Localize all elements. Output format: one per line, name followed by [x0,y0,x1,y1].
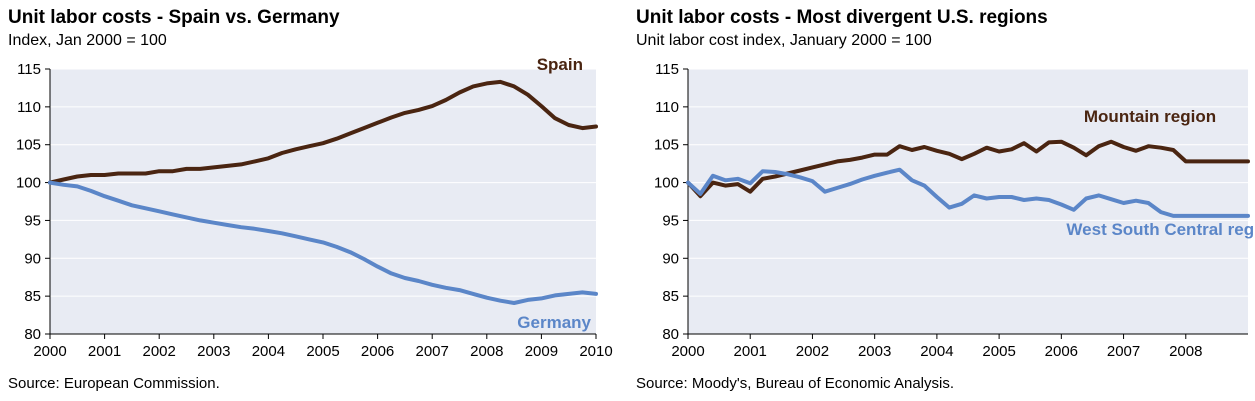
y-tick-label: 100 [16,175,41,192]
x-tick-label: 2007 [416,343,449,360]
series-label: Mountain region [1084,107,1216,126]
x-tick-label: 2008 [1169,343,1202,360]
y-tick-label: 105 [16,137,41,154]
y-tick-label: 100 [654,175,679,192]
y-tick-label: 115 [655,61,679,78]
x-tick-label: 2008 [470,343,503,360]
x-tick-label: 2003 [197,343,230,360]
series-label: Spain [537,55,583,74]
y-tick-label: 90 [24,250,41,267]
y-tick-label: 80 [24,326,41,343]
chart-subtitle: Index, Jan 2000 = 100 [8,32,167,49]
x-tick-label: 2000 [671,343,704,360]
series-line-west-south-central-region [686,167,1250,218]
x-tick-label: 2001 [734,343,767,360]
x-tick-label: 2002 [143,343,176,360]
chart-panel-left: Unit labor costs - Spain vs. Germany Ind… [0,0,615,401]
series-line-germany [48,180,598,305]
line-chart-us-regions: 80 85 90 95 100 105 110 115 2000 2001 2002 2003 2004… [654,61,1255,360]
chart-source: Source: Moody's, Bureau of Economic Anal… [636,375,955,392]
chart-source: Source: European Commission. [8,375,220,392]
y-tick-label: 110 [17,99,41,116]
x-tick-label: 2006 [1045,343,1078,360]
x-tick-label: 2001 [88,343,121,360]
x-tick-label: 2004 [252,343,285,360]
x-tick-label: 2010 [579,343,612,360]
plot-area [50,69,596,334]
x-tick-label: 2005 [306,343,339,360]
line-chart-spain-germany: 80 85 90 95 100 105 110 115 2000 2001 2002 2003 2004… [16,55,613,360]
x-tick-label: 2000 [33,343,66,360]
y-tick-label: 80 [662,326,679,343]
x-tick-label: 2003 [858,343,891,360]
y-tick-label: 110 [655,99,679,116]
x-tick-label: 2006 [361,343,394,360]
series-line-spain [48,79,598,185]
x-tick-label: 2009 [525,343,558,360]
y-tick-label: 85 [24,288,41,305]
y-tick-label: 95 [24,212,41,229]
y-tick-label: 85 [662,288,679,305]
chart-panel-right: Unit labor costs - Most divergent U.S. r… [628,0,1255,401]
y-tick-label: 95 [662,212,679,229]
x-tick-label: 2004 [920,343,953,360]
chart-title: Unit labor costs - Most divergent U.S. r… [636,7,1048,28]
series-label: Germany [517,313,591,332]
chart-title: Unit labor costs - Spain vs. Germany [8,7,340,28]
x-tick-label: 2002 [796,343,829,360]
x-tick-label: 2005 [982,343,1015,360]
y-tick-label: 105 [654,137,679,154]
x-tick-label: 2007 [1107,343,1140,360]
series-label: West South Central region [1066,220,1255,239]
y-tick-label: 90 [662,250,679,267]
chart-subtitle: Unit labor cost index, January 2000 = 10… [636,32,932,49]
y-tick-label: 115 [17,61,41,78]
